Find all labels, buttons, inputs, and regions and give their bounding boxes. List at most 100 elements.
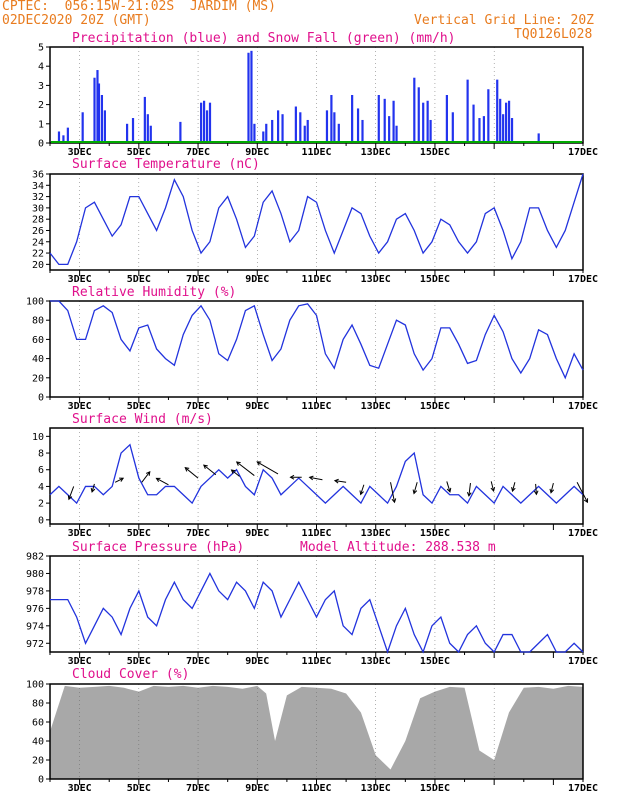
wind-arrow-head	[308, 475, 314, 481]
precip-bar	[487, 89, 490, 143]
precip-bar	[250, 50, 253, 144]
wind-arrow	[203, 464, 217, 476]
y-tick-label: 4	[38, 482, 44, 493]
precip-bar	[202, 100, 206, 143]
series-line-1	[49, 173, 584, 266]
precip-bar	[131, 118, 135, 143]
series-line-4	[50, 572, 584, 655]
wind-arrow	[231, 469, 240, 477]
precip-bar	[262, 131, 265, 143]
wind-arrow	[390, 482, 396, 503]
precip-bar	[395, 125, 398, 143]
precip-bar	[93, 77, 96, 143]
y-tick-label: 60	[32, 718, 44, 729]
precip-bar	[478, 118, 481, 143]
y-tick-label: 1	[38, 119, 44, 130]
precip-bar	[472, 104, 475, 143]
precip-bar	[303, 125, 306, 143]
x-tick-label: 13DEC	[361, 401, 391, 412]
wind-arrow-head	[145, 471, 151, 476]
precip-bar	[496, 79, 499, 143]
x-tick-label: 11DEC	[301, 783, 331, 794]
wind-arrow-head	[446, 487, 452, 493]
precip-bar	[429, 119, 432, 143]
y-tick-label: 100	[26, 297, 44, 308]
x-tick-label: 7DEC	[186, 656, 210, 667]
wind-arrow	[309, 476, 323, 481]
y-tick-label: 2	[38, 499, 44, 510]
x-tick-label: 15DEC	[420, 783, 450, 794]
y-tick-label: 978	[26, 586, 44, 597]
x-tick-label: 13DEC	[361, 147, 391, 158]
x-tick-label: 9DEC	[245, 147, 269, 158]
precip-bar	[417, 87, 420, 143]
precip-bar	[422, 102, 425, 143]
x-tick-label: 7DEC	[186, 528, 210, 539]
chart-title-4: Surface Pressure (hPa)	[72, 540, 244, 555]
precip-bar	[537, 133, 540, 143]
wind-arrow-head	[203, 464, 208, 470]
precip-bar	[426, 100, 429, 143]
y-tick-label: 80	[32, 699, 44, 710]
precip-bar	[97, 83, 101, 143]
x-tick-label: 5DEC	[127, 783, 151, 794]
precip-bar	[388, 116, 391, 143]
wind-arrow	[512, 482, 516, 492]
chart-title-0: Precipitation (blue) and Snow Fall (gree…	[72, 31, 456, 46]
precip-bar	[62, 135, 65, 143]
wind-arrow	[68, 486, 75, 500]
precip-bar	[96, 70, 99, 143]
wind-arrow-head	[90, 487, 96, 493]
precip-bar	[413, 77, 416, 143]
x-tick-label: 13DEC	[361, 528, 391, 539]
x-tick-label: 17DEC	[568, 528, 598, 539]
x-tick-label: 5DEC	[127, 274, 151, 285]
chart-title-3: Surface Wind (m/s)	[72, 412, 213, 427]
chart-title-5: Cloud Cover (%)	[72, 667, 189, 682]
wind-arrow	[156, 477, 169, 486]
y-tick-label: 5	[38, 43, 44, 54]
y-tick-label: 30	[32, 203, 44, 214]
precip-bar	[392, 100, 395, 143]
precip-bar	[179, 121, 182, 143]
wind-arrow-head	[289, 474, 295, 480]
x-tick-label: 15DEC	[420, 656, 450, 667]
x-tick-label: 11DEC	[301, 656, 331, 667]
wind-arrow-head	[67, 495, 73, 501]
wind-arrow-head	[412, 489, 418, 495]
wind-arrow	[535, 483, 537, 495]
x-tick-label: 9DEC	[245, 401, 269, 412]
header-code: TQ0126L028	[514, 27, 593, 42]
precip-bar	[466, 79, 469, 143]
precip-bar	[149, 125, 152, 143]
x-tick-label: 15DEC	[420, 528, 450, 539]
precip-bar	[377, 95, 380, 143]
x-tick-label: 15DEC	[420, 401, 450, 412]
precip-bar	[451, 112, 454, 143]
x-tick-label: 9DEC	[245, 656, 269, 667]
precip-bar	[505, 102, 508, 143]
y-tick-label: 40	[32, 354, 44, 365]
x-tick-label: 3DEC	[68, 528, 92, 539]
wind-arrow	[91, 483, 95, 493]
wind-arrow	[114, 477, 124, 483]
x-tick-label: 7DEC	[186, 147, 210, 158]
precip-bar	[265, 123, 268, 143]
wind-arrow-head	[333, 478, 339, 484]
precip-bar	[330, 95, 333, 143]
wind-arrow	[576, 482, 588, 503]
precip-bar	[361, 119, 364, 143]
y-tick-label: 80	[32, 316, 44, 327]
chart-subtitle-4: Model Altitude: 288.538 m	[300, 540, 496, 555]
wind-arrow-head	[359, 490, 364, 496]
x-tick-label: 5DEC	[127, 656, 151, 667]
precip-bar	[143, 96, 146, 143]
wind-arrow-head	[549, 488, 555, 494]
precip-bar	[146, 114, 149, 143]
x-tick-label: 3DEC	[68, 401, 92, 412]
precip-bar	[125, 123, 129, 143]
precip-bar	[247, 52, 250, 144]
x-tick-label: 15DEC	[420, 274, 450, 285]
y-tick-label: 10	[32, 432, 44, 443]
y-tick-label: 0	[38, 139, 44, 150]
